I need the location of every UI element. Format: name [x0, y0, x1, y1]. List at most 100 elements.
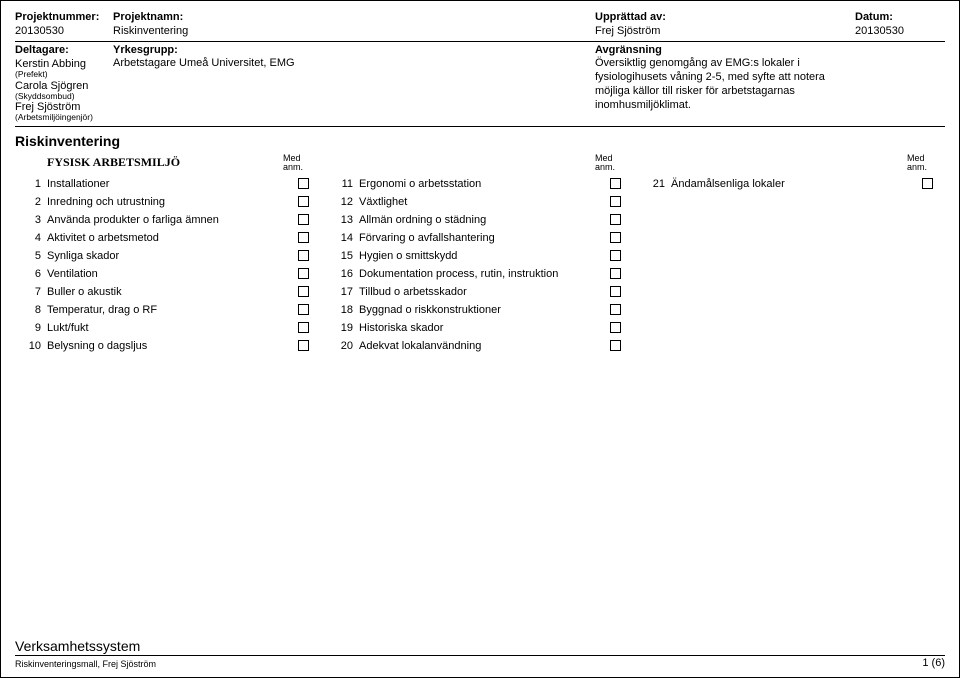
- footer: Verksamhetssystem Riskinventeringsmall, …: [15, 638, 945, 669]
- checkbox[interactable]: [298, 268, 309, 279]
- row-number: 18: [327, 301, 355, 319]
- row-label: Dokumentation process, rutin, instruktio…: [357, 265, 591, 283]
- checkbox-cell: [593, 229, 637, 247]
- checkbox-cell: [281, 247, 325, 265]
- row-label: Historiska skador: [357, 319, 591, 337]
- row-number: 17: [327, 283, 355, 301]
- row-label: Allmän ordning o städning: [357, 211, 591, 229]
- col-header-med-anm: Med anm.: [281, 151, 325, 175]
- value-upprattad: Frej Sjöström: [595, 25, 855, 39]
- checkbox-cell: [281, 283, 325, 301]
- row-label: Belysning o dagsljus: [45, 337, 279, 355]
- checkbox[interactable]: [298, 322, 309, 333]
- group-heading: FYSISK ARBETSMILJÖ: [45, 151, 279, 175]
- row-number: 7: [15, 283, 43, 301]
- checkbox-cell: [281, 175, 325, 193]
- checkbox[interactable]: [610, 340, 621, 351]
- row-number: 5: [15, 247, 43, 265]
- row-label: Ventilation: [45, 265, 279, 283]
- value-projektnummer: 20130530: [15, 25, 113, 39]
- header-row-1: Projektnummer: 20130530 Projektnamn: Ris…: [15, 11, 945, 42]
- checkbox-cell: [593, 301, 637, 319]
- checkbox[interactable]: [298, 250, 309, 261]
- checkbox[interactable]: [610, 232, 621, 243]
- value-yrkesgrupp: Arbetstagare Umeå Universitet, EMG: [113, 57, 595, 71]
- checkbox[interactable]: [610, 178, 621, 189]
- checkbox-cell: [281, 265, 325, 283]
- checkbox[interactable]: [298, 232, 309, 243]
- row-label: Buller o akustik: [45, 283, 279, 301]
- row-label: Temperatur, drag o RF: [45, 301, 279, 319]
- checkbox-cell: [593, 319, 637, 337]
- checkbox[interactable]: [610, 250, 621, 261]
- row-number: 14: [327, 229, 355, 247]
- checkbox-cell: [281, 337, 325, 355]
- col-header-med-anm: Med anm.: [593, 151, 637, 175]
- checkbox[interactable]: [298, 214, 309, 225]
- row-label: Synliga skador: [45, 247, 279, 265]
- row-number: 15: [327, 247, 355, 265]
- row-number: 11: [327, 175, 355, 193]
- checkbox-cell: [905, 175, 949, 193]
- row-label: Hygien o smittskydd: [357, 247, 591, 265]
- row-number: 20: [327, 337, 355, 355]
- row-number: 16: [327, 265, 355, 283]
- checkbox-cell: [593, 175, 637, 193]
- row-number: 12: [327, 193, 355, 211]
- row-label: Förvaring o avfallshantering: [357, 229, 591, 247]
- checkbox-cell: [281, 301, 325, 319]
- checkbox-cell: [593, 193, 637, 211]
- row-label: Lukt/fukt: [45, 319, 279, 337]
- row-label: Inredning och utrustning: [45, 193, 279, 211]
- risk-table: FYSISK ARBETSMILJÖMed anm.Med anm.Med an…: [15, 151, 945, 355]
- label-deltagare: Deltagare:: [15, 44, 113, 58]
- row-label: Tillbud o arbetsskador: [357, 283, 591, 301]
- participant-role: (Prefekt): [15, 70, 113, 79]
- page: Projektnummer: 20130530 Projektnamn: Ris…: [0, 0, 960, 678]
- row-number: 9: [15, 319, 43, 337]
- participant-role: (Arbetsmiljöingenjör): [15, 113, 113, 122]
- row-label: Ergonomi o arbetsstation: [357, 175, 591, 193]
- header-row-2: Deltagare: Kerstin Abbing (Prefekt) Caro…: [15, 44, 945, 127]
- row-number: 6: [15, 265, 43, 283]
- value-projektnamn: Riskinventering: [113, 25, 595, 39]
- checkbox-cell: [593, 247, 637, 265]
- checkbox-cell: [281, 229, 325, 247]
- checkbox[interactable]: [610, 268, 621, 279]
- checkbox[interactable]: [610, 214, 621, 225]
- checkbox-cell: [593, 337, 637, 355]
- col-header-med-anm: Med anm.: [905, 151, 949, 175]
- checkbox[interactable]: [298, 340, 309, 351]
- label-projektnummer: Projektnummer:: [15, 11, 113, 25]
- checkbox[interactable]: [298, 196, 309, 207]
- label-upprattad: Upprättad av:: [595, 11, 855, 25]
- checkbox[interactable]: [610, 286, 621, 297]
- checkbox[interactable]: [298, 178, 309, 189]
- checkbox[interactable]: [610, 196, 621, 207]
- row-number: 4: [15, 229, 43, 247]
- row-number: 8: [15, 301, 43, 319]
- row-label: Ändamålsenliga lokaler: [669, 175, 903, 193]
- checkbox-cell: [593, 283, 637, 301]
- checkbox[interactable]: [610, 322, 621, 333]
- row-number: 3: [15, 211, 43, 229]
- checkbox-cell: [281, 211, 325, 229]
- row-number: 21: [639, 175, 667, 193]
- checkbox[interactable]: [922, 178, 933, 189]
- checkbox-cell: [281, 319, 325, 337]
- row-label: Växtlighet: [357, 193, 591, 211]
- checkbox[interactable]: [298, 286, 309, 297]
- value-avgransning: Översiktlig genomgång av EMG:s lokaler i…: [595, 57, 855, 112]
- label-avgransning: Avgränsning: [595, 44, 945, 58]
- section-title: Riskinventering: [15, 133, 945, 149]
- checkbox[interactable]: [298, 304, 309, 315]
- value-datum: 20130530: [855, 25, 945, 39]
- checkbox-cell: [593, 211, 637, 229]
- row-label: Aktivitet o arbetsmetod: [45, 229, 279, 247]
- row-label: Adekvat lokalanvändning: [357, 337, 591, 355]
- row-label: Använda produkter o farliga ämnen: [45, 211, 279, 229]
- row-label: Installationer: [45, 175, 279, 193]
- row-number: 13: [327, 211, 355, 229]
- participant-role: (Skyddsombud): [15, 92, 113, 101]
- checkbox[interactable]: [610, 304, 621, 315]
